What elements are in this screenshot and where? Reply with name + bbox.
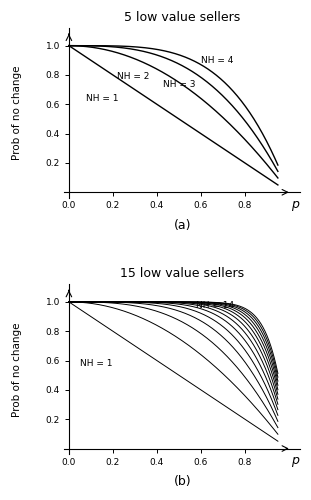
Y-axis label: Prob of no change: Prob of no change	[12, 66, 22, 160]
Title: 15 low value sellers: 15 low value sellers	[120, 268, 244, 280]
Text: NH = 14: NH = 14	[197, 301, 234, 310]
Text: NH = 1: NH = 1	[80, 360, 112, 368]
Y-axis label: Prob of no change: Prob of no change	[12, 322, 22, 416]
Title: 5 low value sellers: 5 low value sellers	[124, 11, 240, 24]
Text: NH = 1: NH = 1	[86, 94, 119, 104]
Text: NH = 4: NH = 4	[201, 56, 233, 65]
Text: p: p	[291, 198, 299, 211]
Text: NH = 3: NH = 3	[164, 80, 196, 88]
Text: (b): (b)	[173, 475, 191, 488]
Text: NH = 2: NH = 2	[117, 72, 150, 82]
Text: (a): (a)	[174, 219, 191, 232]
Text: p: p	[291, 454, 299, 468]
